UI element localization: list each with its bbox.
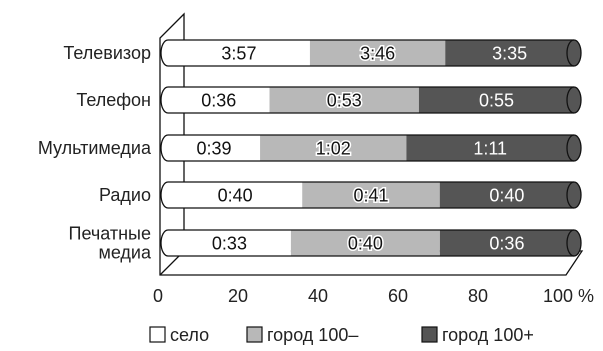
bar-segment [406, 135, 574, 161]
bar-segment [168, 182, 303, 208]
bar-segment [309, 40, 446, 66]
bar-end-cap [566, 39, 582, 67]
bar-start-cap [161, 182, 168, 208]
legend-label: село [170, 325, 209, 345]
bar-outline [160, 134, 574, 162]
bar-segment [439, 230, 574, 256]
x-tick-label: 20 [228, 286, 248, 306]
bar-segment [445, 40, 574, 66]
data-label: 3:57 [221, 44, 256, 64]
data-label: 0:53 [327, 91, 362, 111]
category-label: Мультимедиа [38, 138, 152, 158]
bar-segment [418, 87, 574, 113]
x-tick-label: 80 [468, 286, 488, 306]
bar-outline [160, 181, 574, 209]
x-tick-label: 40 [308, 286, 328, 306]
legend-swatch [246, 326, 263, 343]
bar-start-cap [161, 87, 168, 113]
x-tick-label: 60 [388, 286, 408, 306]
category-label: Телефон [76, 90, 151, 110]
data-label: 3:35 [492, 44, 527, 64]
bar-end-cap [566, 229, 582, 257]
category-label: Радио [99, 185, 151, 205]
bar-end-cap [566, 86, 582, 114]
x-tick-label: 0 [153, 286, 163, 306]
bar-end-cap [566, 134, 582, 162]
legend-label: город 100– [267, 325, 358, 345]
data-label: 0:36 [489, 234, 524, 254]
bar-segment [168, 87, 270, 113]
data-label: 1:02 [316, 139, 351, 159]
bar-segment [168, 40, 310, 66]
data-label: 0:55 [479, 91, 514, 111]
data-label: 0:33 [212, 234, 247, 254]
bar-segment [168, 230, 291, 256]
data-label: 0:41 [353, 186, 388, 206]
bar-end-cap [566, 181, 582, 209]
bar-segment [260, 135, 407, 161]
data-label: 0:40 [218, 186, 253, 206]
bar-segment [269, 87, 419, 113]
legend-swatch [421, 326, 438, 343]
category-label: Печатные [69, 224, 151, 244]
bar-segment [290, 230, 440, 256]
bar-outline [160, 39, 574, 67]
bar-start-cap [161, 135, 168, 161]
category-label: медиа [98, 243, 152, 263]
bar-segment [168, 135, 261, 161]
legend-swatch [149, 326, 166, 343]
legend: село город 100– город 100+ [149, 325, 534, 345]
bar-start-cap [161, 230, 168, 256]
bar-segment [439, 182, 574, 208]
data-label: 1:11 [473, 139, 507, 159]
data-label: 0:36 [201, 91, 236, 111]
chart-bars: 3:57 3:46 3:35 0:36 0:53 0:55 0:39 1:02 1:11 0:40… [160, 39, 582, 257]
legend-label: город 100+ [442, 325, 534, 345]
bar-outline [160, 229, 574, 257]
data-label: 0:39 [197, 139, 232, 159]
data-label: 0:40 [489, 186, 524, 206]
x-tick-labels: 0 20 40 60 80 100 % [153, 286, 594, 306]
x-tick-label: 100 % [543, 286, 594, 306]
category-label: Телевизор [63, 43, 151, 63]
bar-start-cap [161, 40, 168, 66]
data-label: 3:46 [360, 44, 395, 64]
data-label: 0:40 [348, 234, 383, 254]
bar-segment [302, 182, 440, 208]
category-labels: Телевизор Телефон Мультимедиа Радио Печатные… [38, 43, 152, 263]
bar-outline [160, 86, 574, 114]
